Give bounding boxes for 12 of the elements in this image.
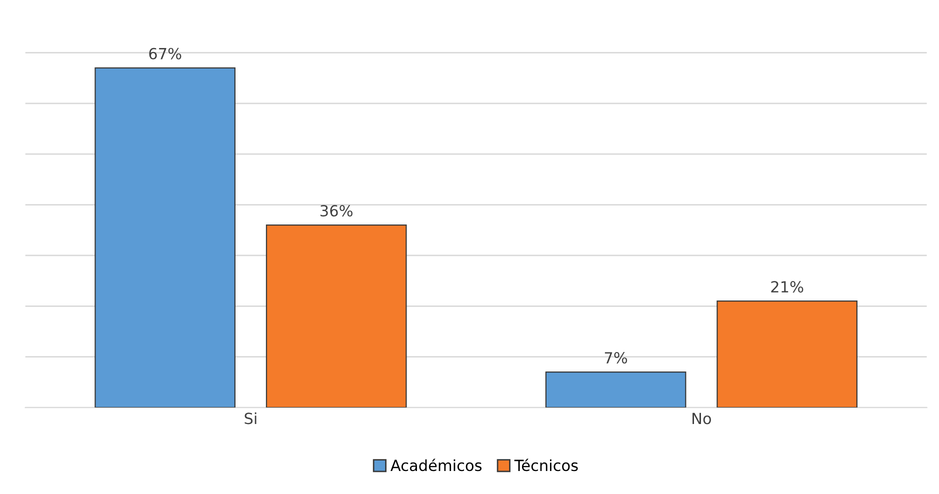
bar <box>716 300 858 408</box>
bar <box>266 224 407 408</box>
data-label: 36% <box>320 204 352 217</box>
data-label: 21% <box>771 281 804 293</box>
data-label: 67% <box>149 48 182 60</box>
legend-label: Técnicos <box>514 458 578 472</box>
x-tick-label: No <box>692 412 711 424</box>
x-tick-label: Si <box>244 412 256 424</box>
bar <box>545 372 686 408</box>
data-label: 7% <box>604 352 628 364</box>
bar <box>94 67 236 408</box>
legend-label: Académicos <box>390 458 482 472</box>
